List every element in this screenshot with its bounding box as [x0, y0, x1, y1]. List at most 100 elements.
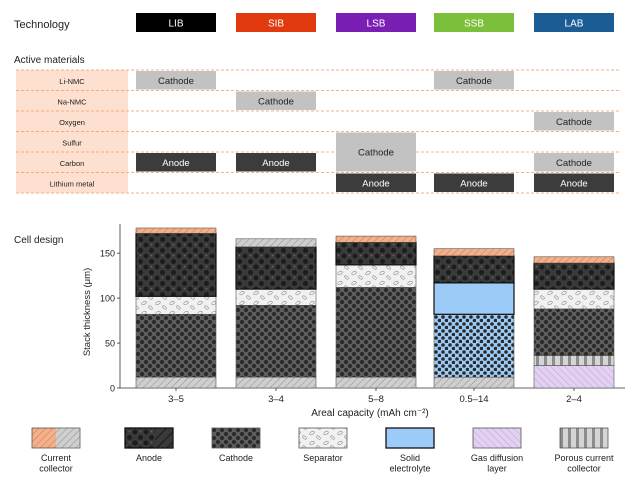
- cell-design-heading: Cell design: [14, 235, 63, 246]
- y-tick-label: 100: [100, 294, 115, 304]
- material-block-rect: [136, 71, 216, 90]
- technology-header-row: LIB SIB LSB SSB LAB: [136, 13, 614, 32]
- legend-label: Porous current collector: [554, 453, 614, 474]
- legend-label: Solid electrolyte: [389, 453, 430, 474]
- technology-box: [434, 13, 514, 32]
- technology-heading: Technology: [14, 19, 70, 31]
- material-block-anode: Anode: [236, 153, 316, 172]
- material-label: Sulfur: [62, 139, 82, 148]
- y-tick-label: 0: [110, 384, 115, 394]
- technology-label: SSB: [464, 19, 484, 30]
- technology-box: [336, 13, 416, 32]
- material-block-anode: Anode: [336, 173, 416, 192]
- legend-label: Anode: [136, 453, 162, 463]
- technology-label: SIB: [268, 19, 284, 30]
- technology-lib: LIB: [136, 13, 216, 32]
- legend-swatch: [385, 427, 435, 449]
- material-block-cathode: Cathode: [434, 71, 514, 90]
- x-tick-label: 2–4: [566, 394, 582, 405]
- stack-layer-cc: [335, 376, 417, 389]
- legend-label: Current collector: [39, 453, 73, 474]
- material-label: Carbon: [60, 159, 85, 168]
- material-label: Lithium metal: [50, 180, 95, 189]
- material-block-rect: [236, 91, 316, 110]
- stack-layer-cc: [335, 235, 417, 243]
- material-block-label: Anode: [262, 158, 289, 169]
- legend-item-cathode: Cathode: [211, 427, 261, 463]
- material-block-label: Cathode: [556, 158, 592, 169]
- material-block-cathode: Cathode: [534, 153, 614, 172]
- x-tick-label: 3–4: [268, 394, 284, 405]
- material-block-rect: [336, 173, 416, 192]
- stack-layer-anode: [235, 246, 317, 290]
- material-block-label: Cathode: [556, 117, 592, 128]
- technology-label: LAB: [565, 19, 584, 30]
- technology-lsb: LSB: [336, 13, 416, 32]
- material-block-label: Anode: [362, 178, 389, 189]
- stack-layer-cc: [135, 376, 217, 389]
- material-block-rect: [434, 71, 514, 90]
- material-block-rect: [336, 132, 416, 172]
- material-block-label: Cathode: [258, 96, 294, 107]
- legend-swatch: [559, 427, 609, 449]
- layer-legend: Current collector Anode Cathode Separator Sol…: [31, 427, 614, 474]
- active-materials-heading: Active materials: [14, 55, 85, 66]
- legend-item-anode: Anode: [124, 427, 174, 463]
- technology-box: [236, 13, 316, 32]
- stack-bar-3: [335, 235, 417, 389]
- stack-layer-cathode: [533, 308, 615, 356]
- stack-thickness-chart: 0 50 100 150 3–5 3–4 5–8 0.5–14 2–4: [100, 224, 625, 405]
- active-materials-grid: Li-NMC Na-NMC Oxygen Sulfur Carbon Lithium me…: [16, 69, 620, 194]
- stack-layer-anode: [135, 232, 217, 297]
- legend-item-cc: Current collector: [31, 427, 81, 474]
- material-block-rect: [434, 173, 514, 192]
- legend-swatch: [472, 427, 522, 449]
- material-block-rect: [136, 153, 216, 172]
- material-label: Oxygen: [59, 118, 85, 127]
- technology-label: LSB: [367, 19, 386, 30]
- material-block-label: Anode: [560, 178, 587, 189]
- legend-item-pcc: Porous current collector: [554, 427, 614, 474]
- material-block-label: Cathode: [358, 148, 394, 159]
- material-block-anode: Anode: [534, 173, 614, 192]
- material-block-anode: Anode: [136, 153, 216, 172]
- legend-item-se: Solid electrolyte: [385, 427, 435, 474]
- stack-layer-pcc: [533, 355, 615, 366]
- stack-layer-anode: [533, 262, 615, 290]
- legend-label: Cathode: [219, 453, 253, 463]
- technology-lab: LAB: [534, 13, 614, 32]
- stack-layer-se: [433, 313, 515, 378]
- material-block-rect: [534, 112, 614, 131]
- stack-layer-gdl: [533, 365, 615, 389]
- y-tick-label: 50: [105, 339, 115, 349]
- stack-layer-anode: [335, 241, 417, 266]
- material-block-cathode: Cathode: [336, 132, 416, 172]
- stack-layer-cathode: [335, 287, 417, 378]
- material-block-rect: [534, 173, 614, 192]
- technology-ssb: SSB: [434, 13, 514, 32]
- technology-box: [534, 13, 614, 32]
- stack-layer-cc: [433, 376, 515, 389]
- stack-layer-sep: [533, 288, 615, 310]
- stack-layer-cc: [135, 227, 217, 234]
- x-axis-title: Areal capacity (mAh cm⁻²): [311, 408, 429, 419]
- stack-bar-4: [433, 248, 515, 389]
- stack-layer-anode: [433, 255, 515, 284]
- stack-layer-se: [433, 282, 515, 315]
- material-label: Na-NMC: [57, 98, 87, 107]
- stack-layer-cc: [235, 376, 317, 389]
- legend-swatch: [298, 427, 348, 449]
- x-tick-label: 5–8: [368, 394, 384, 405]
- legend-label: Gas diffusion layer: [471, 453, 523, 474]
- stack-layer-cc: [235, 238, 317, 248]
- technology-sib: SIB: [236, 13, 316, 32]
- material-block-label: Cathode: [158, 76, 194, 87]
- x-tick-label: 0.5–14: [459, 394, 488, 405]
- material-block-cathode: Cathode: [236, 91, 316, 110]
- material-block-label: Cathode: [456, 76, 492, 87]
- legend-label: Separator: [303, 453, 343, 463]
- stack-bar-1: [135, 227, 217, 389]
- material-block-rect: [534, 153, 614, 172]
